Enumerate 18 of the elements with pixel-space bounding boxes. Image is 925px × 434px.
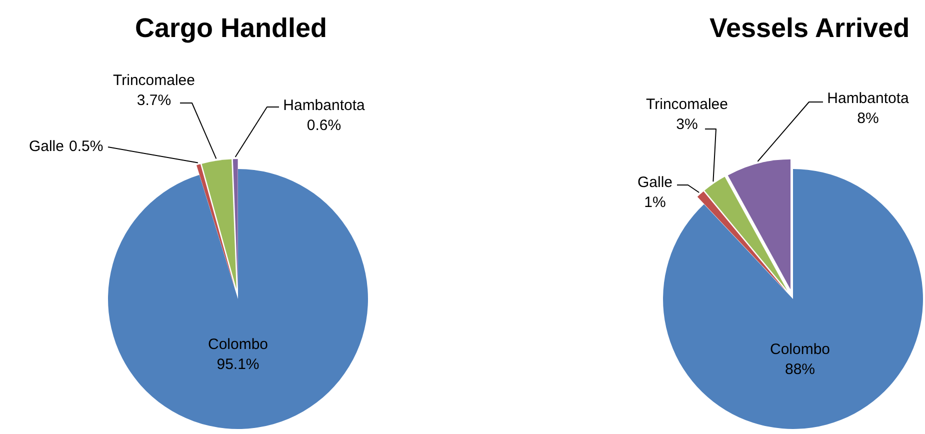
slice-label: Trincomalee bbox=[113, 72, 195, 89]
data-label: 0.5% bbox=[69, 138, 104, 155]
data-label: 8% bbox=[857, 110, 879, 127]
data-label: 3% bbox=[676, 116, 698, 133]
slice-label: Colombo bbox=[770, 341, 830, 358]
chart-title: Cargo Handled bbox=[134, 13, 328, 43]
slice-label: Galle bbox=[28, 138, 64, 155]
chart-title: Vessels Arrived bbox=[709, 13, 910, 43]
slice-label: Hambantota bbox=[827, 90, 910, 107]
data-label: 1% bbox=[644, 194, 666, 211]
data-label: 95.1% bbox=[216, 356, 260, 373]
data-label: 0.6% bbox=[306, 117, 342, 134]
data-label: 88% bbox=[784, 361, 816, 378]
slice-label: Galle bbox=[637, 174, 673, 191]
data-label: 3.7% bbox=[136, 92, 172, 109]
slice-label: Colombo bbox=[208, 336, 268, 353]
slice-label: Trincomalee bbox=[646, 96, 728, 113]
slice-label: Hambantota bbox=[283, 97, 366, 114]
